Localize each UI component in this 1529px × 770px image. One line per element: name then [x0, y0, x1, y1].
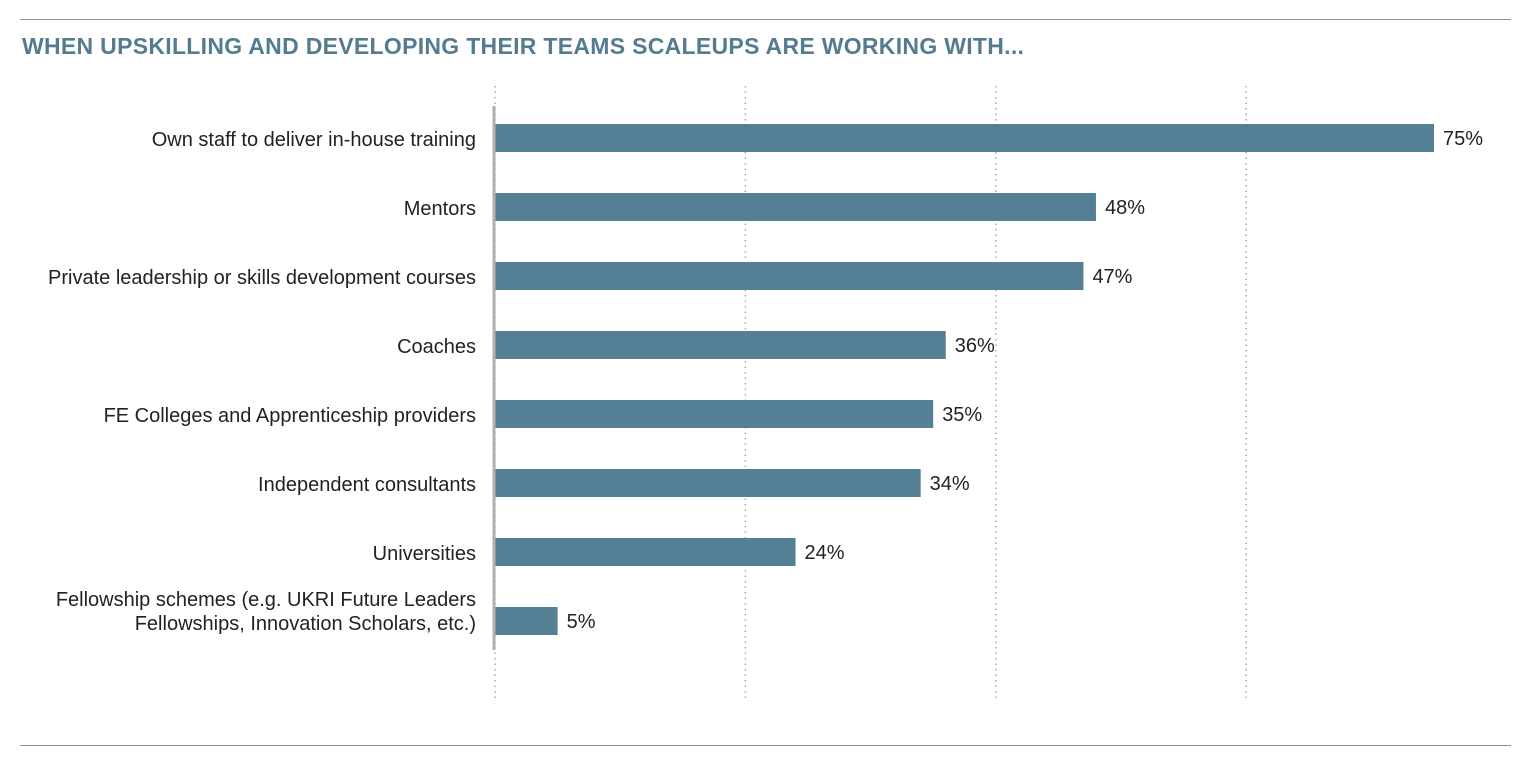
chart-title: WHEN UPSKILLING AND DEVELOPING THEIR TEA… [22, 33, 1025, 59]
value-label-7: 5% [567, 611, 596, 633]
bar-4 [495, 400, 934, 428]
value-label-2: 47% [1092, 266, 1132, 288]
category-label-4: FE Colleges and Apprenticeship providers [104, 405, 476, 427]
category-label-5: Independent consultants [258, 474, 476, 496]
value-label-4: 35% [942, 404, 982, 426]
value-label-6: 24% [804, 542, 844, 564]
category-label-0: Own staff to deliver in-house training [152, 129, 476, 151]
value-label-0: 75% [1443, 128, 1483, 150]
bar-3 [495, 331, 946, 359]
category-label-2: Private leadership or skills development… [48, 267, 476, 289]
bar-2 [495, 262, 1084, 290]
category-label-7-line-0: Fellowship schemes (e.g. UKRI Future Lea… [56, 589, 476, 611]
category-label-6: Universities [373, 543, 476, 565]
value-label-5: 34% [930, 473, 970, 495]
value-label-1: 48% [1105, 197, 1145, 219]
bar-7 [495, 607, 558, 635]
category-label-7-line-1: Fellowships, Innovation Scholars, etc.) [135, 613, 476, 635]
top-rule [20, 19, 1511, 20]
bottom-rule [20, 745, 1511, 746]
bar-6 [495, 538, 796, 566]
bar-0 [495, 124, 1434, 152]
category-label-3: Coaches [397, 336, 476, 358]
bar-1 [495, 193, 1096, 221]
value-label-3: 36% [955, 335, 995, 357]
category-label-1: Mentors [404, 198, 476, 220]
bar-5 [495, 469, 921, 497]
